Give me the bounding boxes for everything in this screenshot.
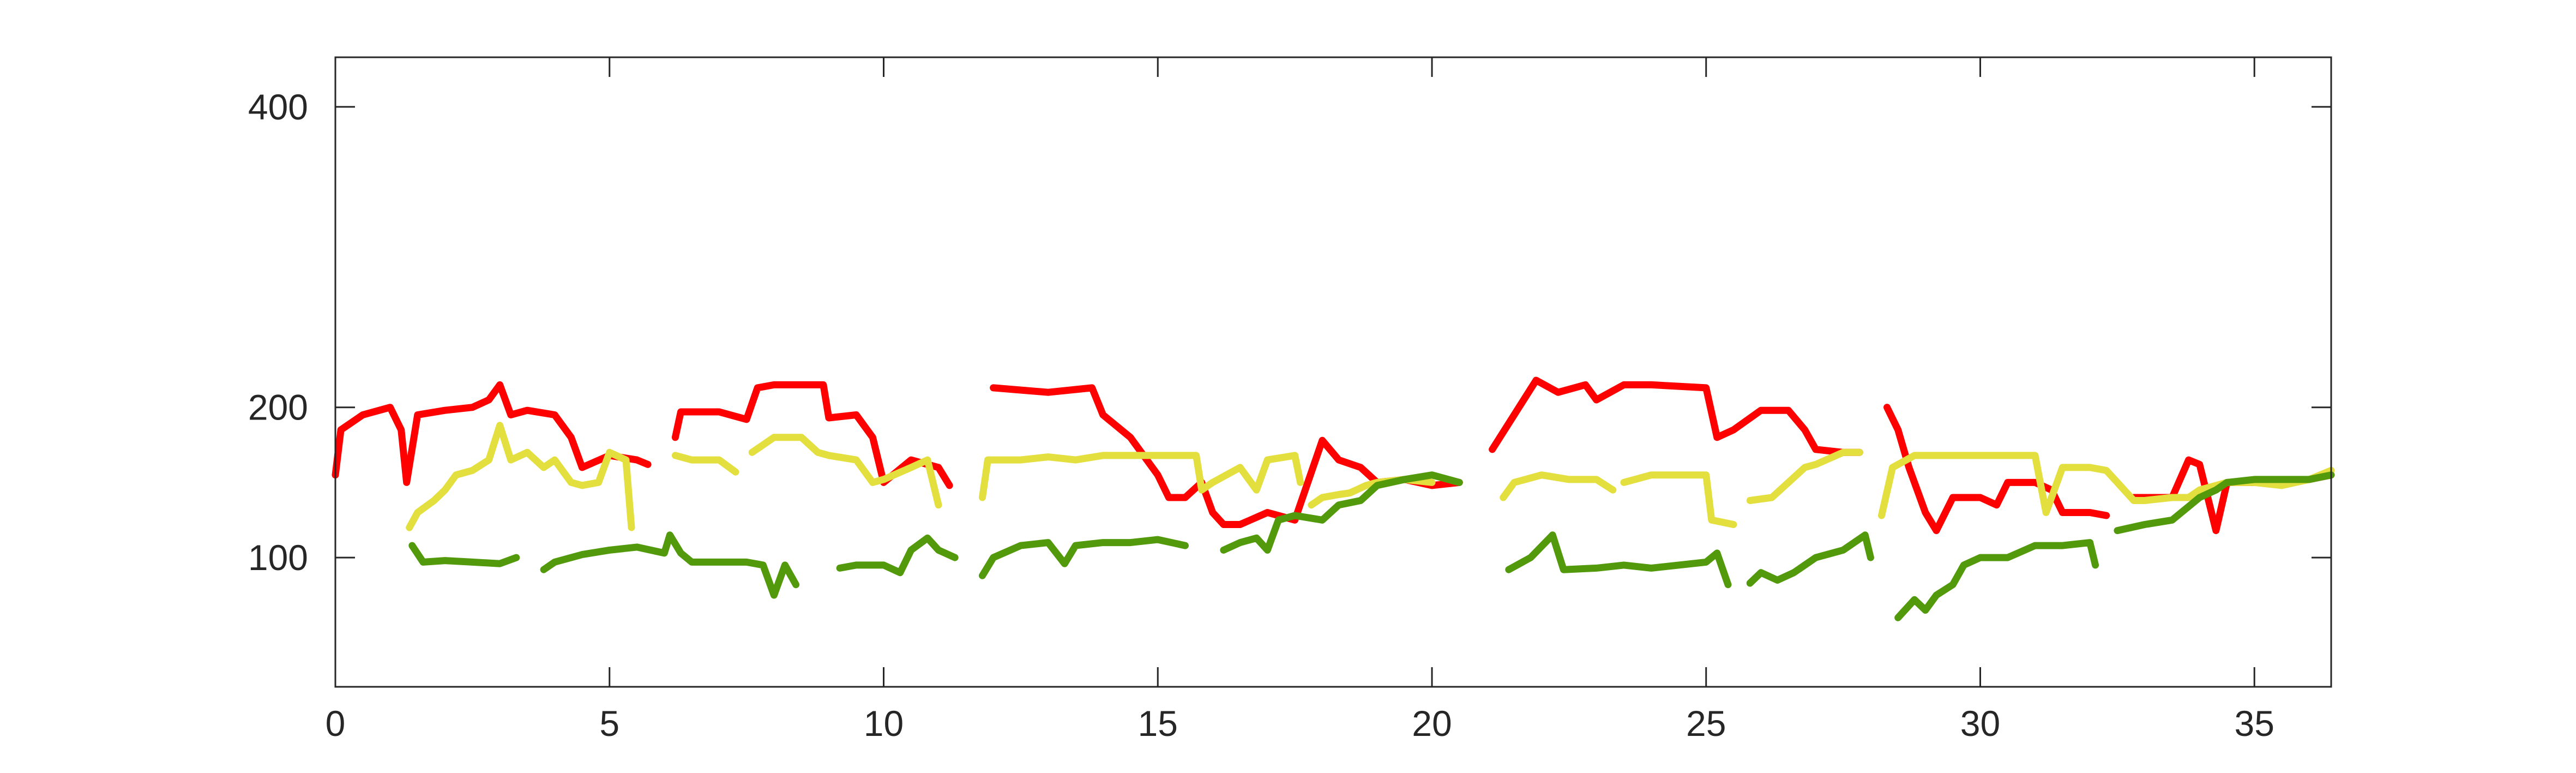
x-tick-label: 15 xyxy=(1138,703,1178,744)
x-tick-label: 10 xyxy=(864,703,904,744)
x-tick-label: 5 xyxy=(599,703,619,744)
x-tick-label: 30 xyxy=(1960,703,2000,744)
y-tick-label: 200 xyxy=(248,387,308,428)
y-tick-label: 100 xyxy=(248,537,308,578)
data-line xyxy=(406,422,2335,531)
x-tick-label: 35 xyxy=(2235,703,2274,744)
x-tick-label: 0 xyxy=(326,703,346,744)
axes-box xyxy=(334,56,2332,688)
y-tick-label: 400 xyxy=(248,87,308,127)
x-tick-label: 25 xyxy=(1686,703,1726,744)
x-tick-label: 20 xyxy=(1412,703,1452,744)
data-line xyxy=(332,376,2335,535)
data-line xyxy=(408,471,2335,621)
